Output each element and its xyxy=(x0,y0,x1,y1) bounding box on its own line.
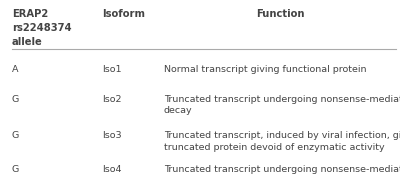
Text: A: A xyxy=(12,65,18,74)
Text: Truncated transcript, induced by viral infection, giving
truncated protein devoi: Truncated transcript, induced by viral i… xyxy=(164,131,400,152)
Text: Truncated transcript undergoing nonsense-mediated
decay: Truncated transcript undergoing nonsense… xyxy=(164,164,400,175)
Text: Iso4: Iso4 xyxy=(102,164,122,173)
Text: Isoform: Isoform xyxy=(102,9,145,19)
Text: Function: Function xyxy=(256,9,304,19)
Text: Truncated transcript undergoing nonsense-mediated
decay: Truncated transcript undergoing nonsense… xyxy=(164,94,400,115)
Text: G: G xyxy=(12,164,19,173)
Text: G: G xyxy=(12,94,19,103)
Text: Iso1: Iso1 xyxy=(102,65,122,74)
Text: G: G xyxy=(12,131,19,140)
Text: Normal transcript giving functional protein: Normal transcript giving functional prot… xyxy=(164,65,366,74)
Text: ERAP2
rs2248374
allele: ERAP2 rs2248374 allele xyxy=(12,9,72,47)
Text: Iso3: Iso3 xyxy=(102,131,122,140)
Text: Iso2: Iso2 xyxy=(102,94,122,103)
